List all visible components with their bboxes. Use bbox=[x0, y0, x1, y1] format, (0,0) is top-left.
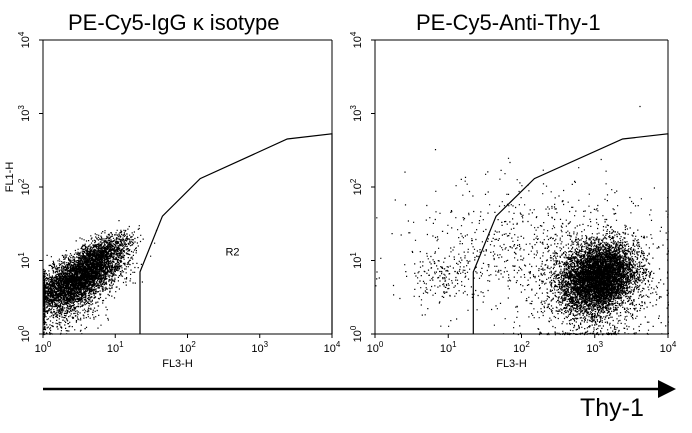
gate-label: R2 bbox=[225, 247, 239, 259]
panel-title-anti-thy1: PE-Cy5-Anti-Thy-1 bbox=[416, 10, 601, 35]
x-tick-label: 101 bbox=[440, 340, 457, 355]
dot-plot-isotype: R2 100 101 102 103 104 100 101 102 103 104 FL3-H FL1… bbox=[4, 31, 341, 370]
x-tick-label: 103 bbox=[586, 340, 603, 355]
y-tick-label: 102 bbox=[17, 178, 32, 195]
gate-polygon bbox=[139, 133, 333, 334]
y-tick-label: 101 bbox=[349, 252, 364, 269]
x-axis-label: FL3-H bbox=[496, 358, 527, 370]
y-tick-label: 104 bbox=[349, 31, 364, 48]
x-tick-label: 100 bbox=[367, 340, 384, 355]
thy1-axis-label: Thy-1 bbox=[580, 394, 644, 422]
y-tick-label: 101 bbox=[17, 252, 32, 269]
ticks: 100 101 102 103 104 100 101 102 103 104 bbox=[349, 31, 677, 355]
ticks: 100 101 102 103 104 100 101 102 103 104 bbox=[17, 31, 341, 355]
x-tick-label: 102 bbox=[179, 340, 196, 355]
y-tick-label: 102 bbox=[349, 178, 364, 195]
y-tick-label: 100 bbox=[349, 325, 364, 342]
event-dots bbox=[43, 220, 158, 336]
x-tick-label: 102 bbox=[513, 340, 530, 355]
panel-title-isotype: PE-Cy5-IgG κ isotype bbox=[68, 10, 280, 35]
x-tick-label: 104 bbox=[324, 340, 341, 355]
y-tick-label: 103 bbox=[17, 105, 32, 122]
thy1-arrow bbox=[43, 380, 676, 398]
y-tick-label: 103 bbox=[349, 105, 364, 122]
gate-polygon bbox=[472, 133, 669, 334]
event-dots bbox=[375, 105, 669, 336]
y-tick-label: 100 bbox=[17, 325, 32, 342]
x-tick-label: 103 bbox=[251, 340, 268, 355]
events bbox=[375, 105, 669, 336]
y-axis-label: FL1-H bbox=[4, 162, 16, 193]
arrow-head-icon bbox=[658, 380, 676, 398]
y-tick-label: 104 bbox=[17, 31, 32, 48]
x-tick-label: 104 bbox=[660, 340, 677, 355]
events bbox=[43, 220, 158, 336]
dot-plot-anti-thy1: 100 101 102 103 104 100 101 102 103 104 FL3-H bbox=[349, 31, 677, 370]
x-tick-label: 101 bbox=[107, 340, 124, 355]
x-axis-label: FL3-H bbox=[162, 358, 193, 370]
x-tick-label: 100 bbox=[35, 340, 52, 355]
